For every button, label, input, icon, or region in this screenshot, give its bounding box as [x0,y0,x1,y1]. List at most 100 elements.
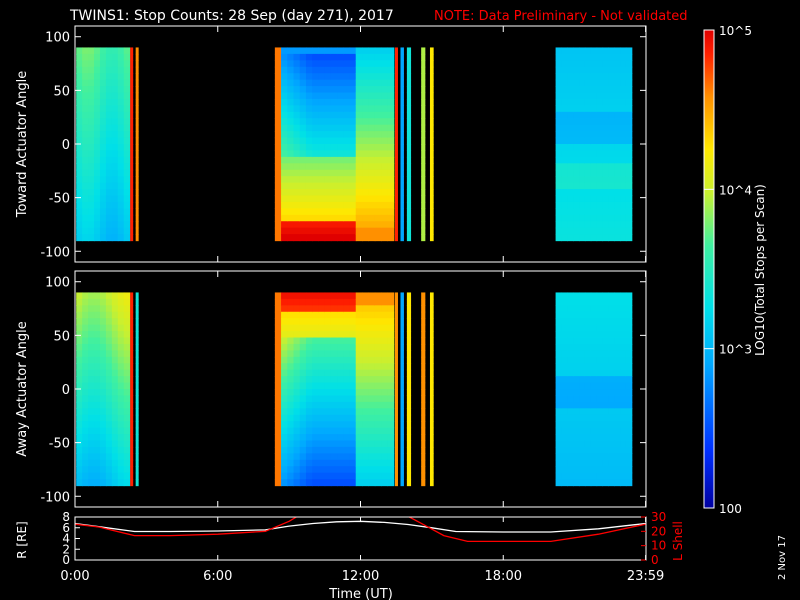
heatmap-cell [281,60,288,68]
heatmap-cell [579,395,586,403]
heatmap-cell [555,214,563,222]
heatmap-cell [287,427,295,435]
heatmap-cell [620,434,627,442]
heatmap-cell [387,337,395,345]
heatmap-cell [608,343,615,351]
heatmap-cell [76,169,83,177]
heatmap-cell [625,324,633,332]
heatmap-cell [324,318,332,326]
heatmap-cell [123,66,131,74]
heatmap-cell [99,53,107,61]
heatmap-cell [561,169,568,177]
heatmap-cell [330,214,338,222]
heatmap-cell [602,331,609,339]
heatmap-cell [555,182,563,190]
l-shell-line [75,517,646,543]
heatmap-cell [368,53,376,61]
heatmap-cell [287,324,295,332]
heatmap-cell [614,427,621,435]
heatmap-cell [312,79,319,87]
heatmap-cell [374,298,382,306]
heatmap-cell [281,98,288,106]
heatmap-cell [111,182,119,190]
heatmap-cell [429,66,434,74]
heatmap-cell [555,427,563,435]
heatmap-cell [274,105,282,113]
heatmap-cell [387,79,395,87]
heatmap-cell [590,169,598,177]
heatmap-cell [625,208,633,216]
heatmap-cell [374,66,382,74]
heatmap-cell [590,79,598,87]
heatmap-cell [274,53,282,61]
heatmap-cell [395,311,398,319]
heatmap-cell [135,382,139,390]
heatmap-cell [293,137,301,145]
heatmap-cell [395,195,398,203]
heatmap-cell [337,356,344,364]
heatmap-cell [355,350,363,358]
heatmap-cell [349,221,357,229]
heatmap-cell [355,376,363,384]
heatmap-cell [274,214,282,222]
heatmap-cell [584,382,592,390]
heatmap-cell [76,201,83,209]
heatmap-cell [355,318,363,326]
lshell-tick-label: 10 [651,539,666,553]
heatmap-cell [76,472,83,480]
heatmap-cell [312,111,319,119]
heatmap-cell [579,356,586,364]
heatmap-cell [274,318,282,326]
heatmap-cell [573,369,580,377]
heatmap-cell [281,47,288,55]
heatmap-cell [324,298,332,306]
heatmap-cell [584,376,592,384]
heatmap-cell [355,305,363,313]
heatmap-cell [355,169,363,177]
heatmap-cell [362,111,370,119]
heatmap-cell [274,421,282,429]
heatmap-cell [362,92,370,100]
heatmap-cell [337,208,344,216]
heatmap-cell [579,389,586,397]
heatmap-cell [330,79,338,87]
heatmap-cell [362,459,370,467]
heatmap-cell [362,311,370,319]
heatmap-cell [421,105,426,113]
heatmap-cell [330,92,338,100]
heatmap-cell [608,163,615,171]
heatmap-cell [105,105,113,113]
heatmap-cell [368,446,376,454]
heatmap-cell [130,105,134,113]
heatmap-cell [406,369,412,377]
heatmap-cell [584,176,592,184]
heatmap-cell [82,369,89,377]
heatmap-cell [318,434,326,442]
heatmap-cell [355,453,363,461]
heatmap-cell [76,111,83,119]
heatmap-cell [381,453,389,461]
heatmap-cell [274,227,282,235]
heatmap-cell [299,234,307,242]
heatmap-cell [625,221,633,229]
heatmap-cell [324,221,332,229]
heatmap-cell [312,292,319,300]
heatmap-cell [602,66,609,74]
heatmap-cell [135,324,139,332]
heatmap-cell [355,163,363,171]
heatmap-cell [293,156,301,164]
heatmap-cell [381,343,389,351]
heatmap-cell [579,118,586,126]
heatmap-cell [287,434,295,442]
heatmap-cell [374,343,382,351]
heatmap-cell [429,53,434,61]
heatmap-cell [76,144,83,152]
heatmap-cell [421,343,426,351]
heatmap-cell [573,305,580,313]
heatmap-cell [596,73,604,81]
heatmap-cell [421,421,426,429]
heatmap-cell [281,414,288,422]
heatmap-cell [362,318,370,326]
heatmap-cell [362,131,370,139]
heatmap-cell [343,214,351,222]
